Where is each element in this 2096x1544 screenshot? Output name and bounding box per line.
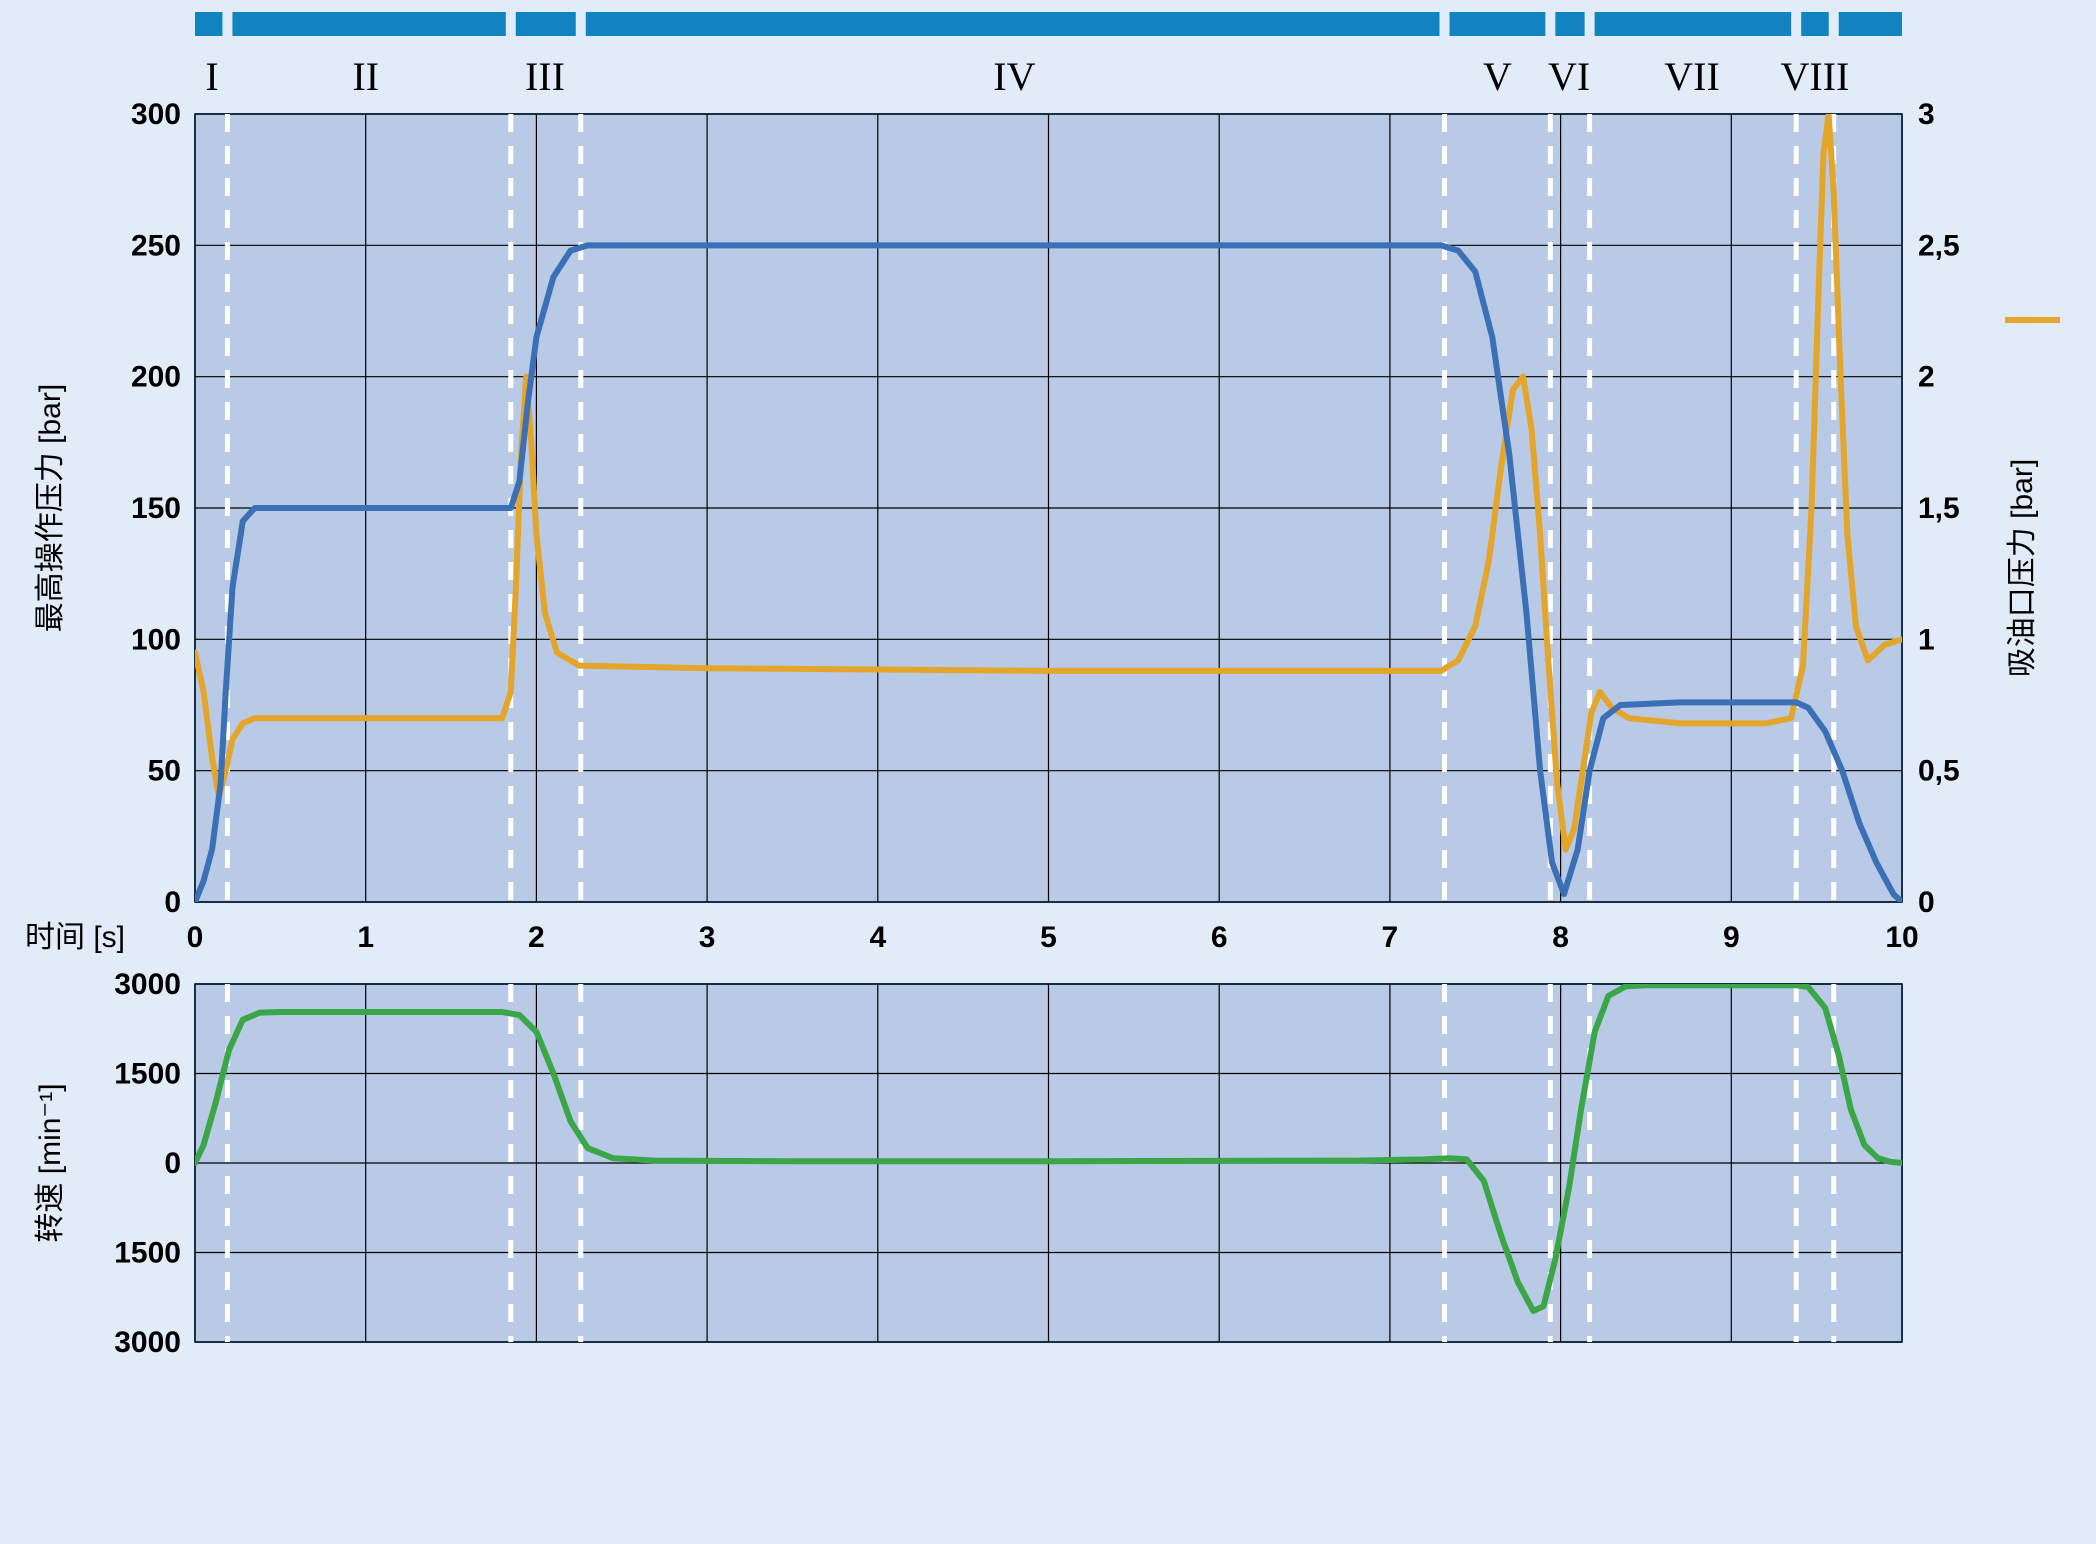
y-right-tick-label: 3 <box>1918 98 1935 131</box>
y-speed-tick-label: 3000 <box>114 1326 181 1359</box>
y-speed-tick-label: 1500 <box>114 1237 181 1270</box>
phase-label: VI <box>1548 54 1590 99</box>
y-left-tick-label: 100 <box>131 623 181 656</box>
y-left-tick-label: 200 <box>131 361 181 394</box>
x-tick-label: 5 <box>1040 921 1057 954</box>
phase-label: IV <box>993 54 1035 99</box>
y-speed-tick-label: 1500 <box>114 1058 181 1091</box>
phase-bar-gap <box>1440 12 1450 36</box>
y-left-tick-label: 50 <box>148 755 181 788</box>
phase-bar-gap <box>1585 12 1595 36</box>
x-tick-label: 7 <box>1382 921 1399 954</box>
x-tick-label: 10 <box>1885 921 1918 954</box>
phase-bar-gap <box>1545 12 1555 36</box>
x-tick-label: 8 <box>1552 921 1569 954</box>
phase-bar <box>195 12 1902 36</box>
phase-bar-gap <box>1791 12 1801 36</box>
x-tick-label: 3 <box>699 921 716 954</box>
x-tick-label: 0 <box>187 921 204 954</box>
y-left-tick-label: 250 <box>131 229 181 262</box>
y-left-axis-label: 最高操作压力 [bar] <box>34 384 67 632</box>
phase-bar-gap <box>222 12 232 36</box>
chart-page: IIIIIIIVVVIVIIVIII012345678910时间 [s]0501… <box>0 0 2096 1544</box>
y-speed-tick-label: 0 <box>164 1147 181 1180</box>
phase-label: V <box>1483 54 1512 99</box>
phase-bar-gap <box>506 12 516 36</box>
y-left-tick-label: 0 <box>164 886 181 919</box>
y-right-tick-label: 2 <box>1918 361 1935 394</box>
phase-bar-gap <box>1829 12 1839 36</box>
y-right-tick-label: 0,5 <box>1918 755 1960 788</box>
phase-label: VIII <box>1781 54 1850 99</box>
y-left-tick-label: 150 <box>131 492 181 525</box>
y-right-tick-label: 1 <box>1918 623 1935 656</box>
y-right-tick-label: 1,5 <box>1918 492 1960 525</box>
y-right-axis-label: 吸油口压力 [bar] <box>2006 459 2039 677</box>
y-right-tick-label: 2,5 <box>1918 229 1960 262</box>
phase-bar-gap <box>576 12 586 36</box>
x-tick-label: 9 <box>1723 921 1740 954</box>
y-speed-tick-label: 3000 <box>114 968 181 1001</box>
y-speed-axis-label: 转速 [min⁻¹] <box>34 1083 67 1242</box>
phase-label: I <box>205 54 218 99</box>
chart-svg: IIIIIIIVVVIVIIVIII012345678910时间 [s]0501… <box>0 0 2096 1544</box>
x-tick-label: 1 <box>357 921 374 954</box>
phase-label: III <box>525 54 565 99</box>
x-axis-label: 时间 [s] <box>25 921 125 954</box>
y-right-tick-label: 0 <box>1918 886 1935 919</box>
phase-label: VII <box>1664 54 1720 99</box>
phase-label: II <box>352 54 379 99</box>
x-tick-label: 2 <box>528 921 545 954</box>
x-tick-label: 4 <box>869 921 886 954</box>
y-left-tick-label: 300 <box>131 98 181 131</box>
x-tick-label: 6 <box>1211 921 1228 954</box>
